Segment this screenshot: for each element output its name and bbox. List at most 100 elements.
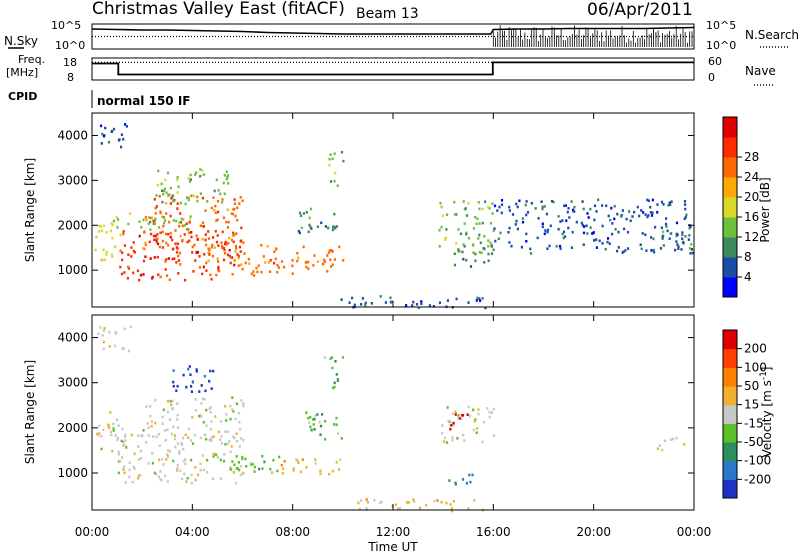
velocity-cell (190, 481, 193, 485)
velocity-cell (219, 458, 222, 462)
velocity-cell (102, 347, 105, 350)
power-cell (216, 257, 219, 261)
velocity-cell (475, 431, 478, 434)
power-cell (681, 237, 684, 241)
power-cell (331, 228, 334, 232)
power-cell (324, 225, 327, 228)
power-cell (458, 249, 461, 253)
power-cell (507, 231, 510, 234)
power-cell (194, 259, 197, 262)
velocity-cell (167, 449, 170, 452)
power-cell (291, 272, 294, 275)
power-cell (628, 210, 631, 213)
velocity-cell (107, 424, 110, 427)
power-cell (119, 265, 122, 269)
power-cell (152, 222, 155, 225)
power-cell (236, 206, 239, 210)
velocity-cell (313, 418, 316, 421)
power-cell (214, 204, 217, 208)
velocity-cell (413, 500, 416, 503)
velocity-ytick-label: 3000 (57, 376, 88, 390)
power-cell (541, 222, 544, 226)
velocity-cell (473, 499, 476, 502)
power-cell (299, 214, 303, 217)
freq-axis-label-line1: Freq. (18, 53, 45, 66)
power-cell (103, 258, 107, 262)
power-cell (100, 124, 103, 128)
power-cell (156, 255, 159, 259)
velocity-cell (123, 471, 126, 475)
velocity-cell (169, 450, 172, 453)
power-cell (491, 202, 494, 205)
power-cell (100, 142, 103, 145)
power-cell (561, 232, 564, 236)
power-cell (328, 157, 331, 161)
velocity-cell (150, 420, 153, 423)
power-cell (183, 233, 186, 236)
velocity-cell (405, 501, 409, 504)
power-cell (683, 200, 687, 203)
velocity-cell (261, 467, 264, 470)
velocity-cell (185, 480, 188, 483)
power-cell (605, 204, 608, 208)
power-cell (640, 247, 643, 251)
velocity-cell (301, 458, 304, 461)
power-cell (591, 232, 594, 235)
power-cell (475, 299, 478, 302)
velocity-cell (441, 431, 444, 435)
power-cell (465, 214, 469, 217)
power-cell (543, 205, 546, 208)
power-cell (163, 219, 167, 222)
power-cell (307, 230, 310, 234)
velocity-cell (176, 413, 179, 417)
power-cell (675, 221, 679, 225)
velocity-cell (238, 420, 241, 424)
power-cell (149, 228, 152, 231)
power-cell (207, 237, 210, 240)
power-cell (166, 171, 170, 175)
power-cell (617, 230, 620, 234)
power-cell (572, 209, 575, 213)
power-cell (298, 231, 301, 235)
velocity-cell (123, 327, 126, 331)
velocity-cell (198, 390, 201, 393)
power-cell (208, 248, 211, 251)
power-cell (675, 234, 678, 238)
power-cell (237, 264, 240, 267)
power-cell (171, 194, 174, 197)
power-cell (646, 198, 649, 202)
power-cell (333, 212, 336, 216)
velocity-cell (176, 402, 179, 405)
power-cell (277, 266, 280, 269)
power-cell (465, 232, 468, 236)
power-cell (483, 261, 486, 264)
noise-left-tick-bottom: 10^0 (55, 39, 85, 52)
nsearch-label: N.Search (745, 28, 799, 42)
velocity-cell (187, 367, 190, 371)
power-cell (104, 126, 107, 130)
power-cell (457, 228, 460, 231)
velocity-cell (147, 426, 150, 429)
velocity-cell (169, 399, 172, 403)
power-cell (204, 233, 207, 236)
velocity-cell (445, 501, 448, 505)
velocity-cell (253, 470, 256, 473)
velocity-cell (683, 443, 686, 446)
velocity-cell (160, 478, 163, 482)
velocity-cell (208, 379, 211, 383)
velocity-cell (452, 499, 455, 503)
power-cell (275, 247, 278, 251)
velocity-cell (492, 408, 495, 411)
velocity-cell (102, 340, 105, 344)
power-cell (617, 246, 620, 249)
velocity-cell (157, 432, 160, 436)
power-cell (177, 185, 180, 189)
power-cell (334, 171, 337, 175)
power-cell (221, 246, 224, 250)
velocity-cell (120, 439, 123, 443)
power-cell (156, 184, 160, 187)
power-cell (149, 220, 152, 224)
power-cell (210, 246, 213, 249)
velocity-cell (180, 441, 183, 445)
velocity-cell (121, 456, 124, 459)
